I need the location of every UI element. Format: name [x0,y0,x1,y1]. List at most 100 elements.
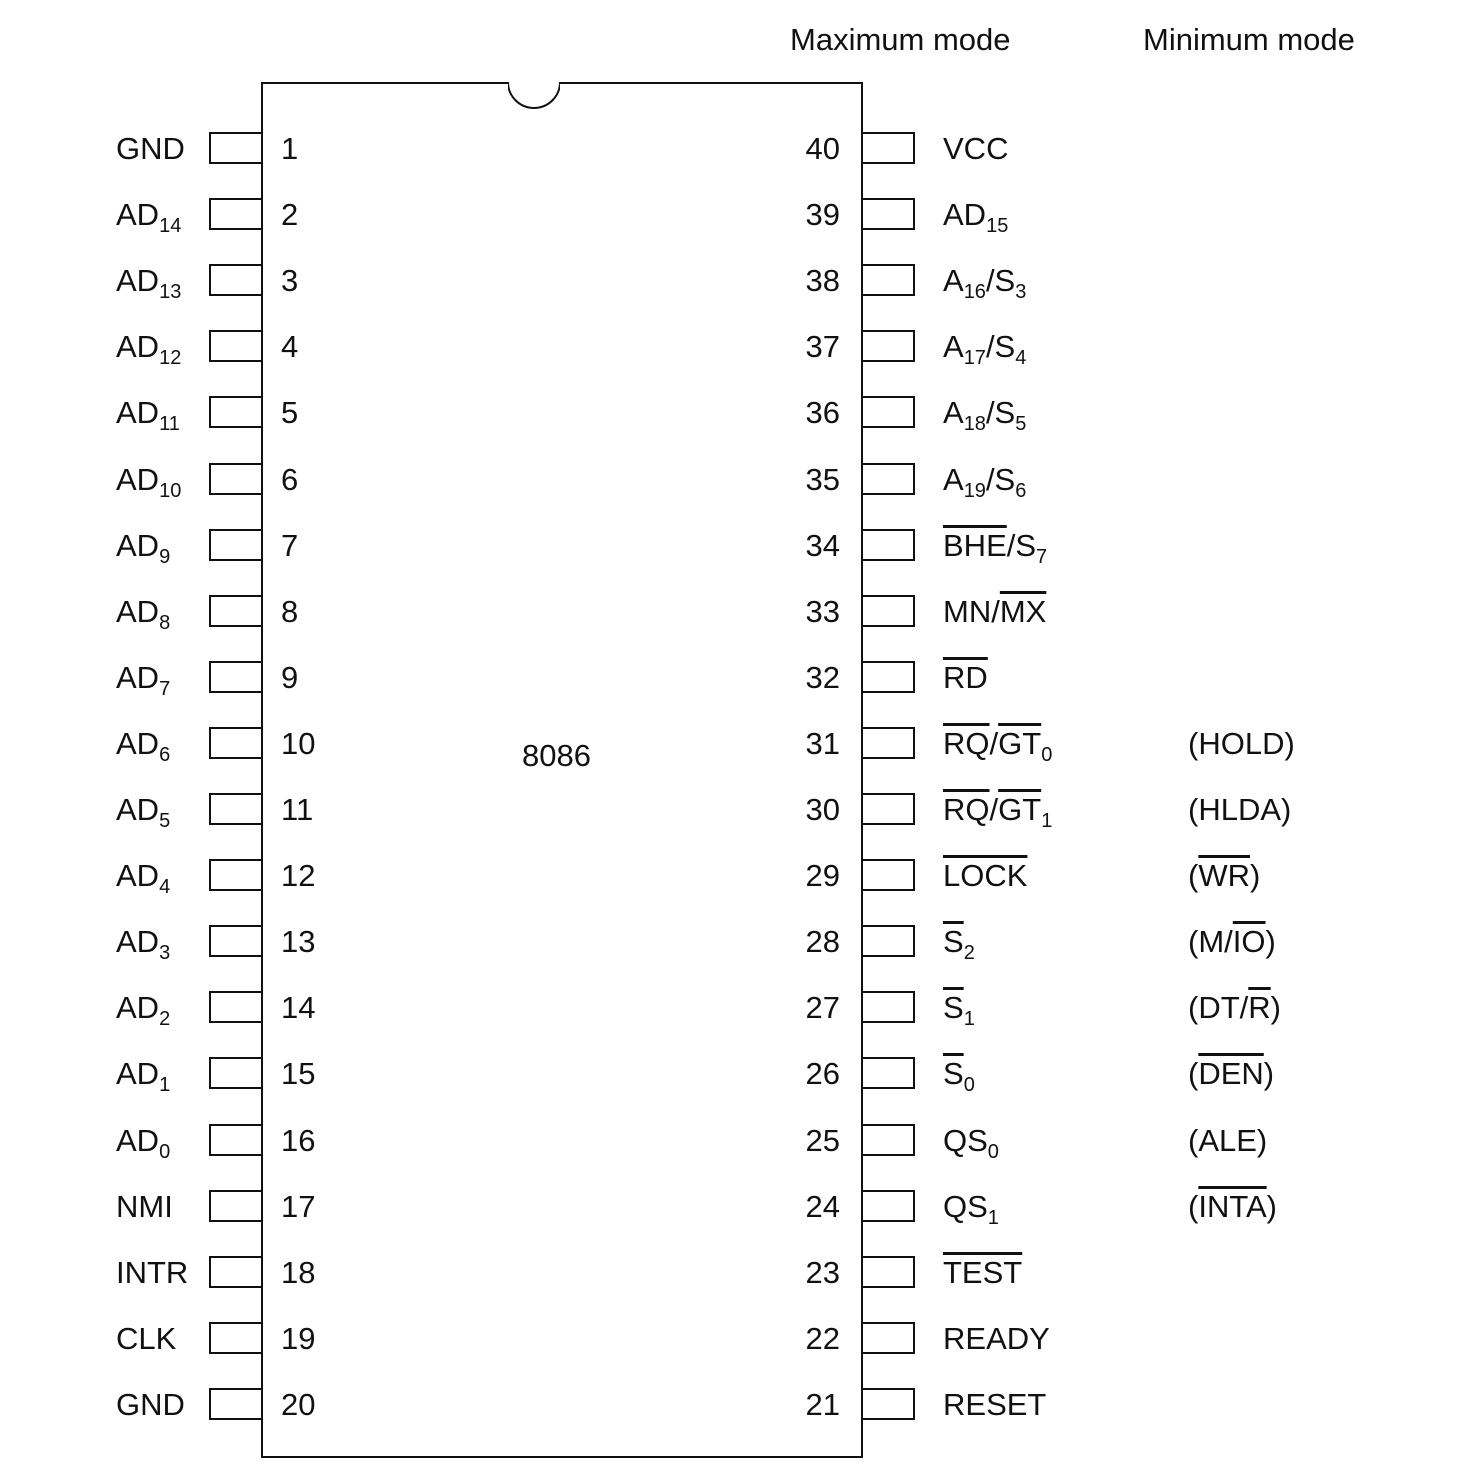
label-part: (ALE) [1188,1122,1268,1158]
pin-37-signal: A17/S4 [943,331,1026,368]
pin-22-lead [863,1321,915,1354]
label-part: RQ [943,792,990,827]
label-part: R [1248,990,1271,1026]
pin-27-lead [863,991,915,1024]
label-part: MN/ [943,593,1000,629]
label-part: GT [998,725,1042,761]
label-part: LOCK [943,858,1028,894]
label-part: 17 [963,347,986,370]
label-part: 0 [159,1140,171,1163]
label-part: AD [116,593,160,629]
pin-35-signal: A19/S6 [943,464,1026,501]
pin-35-lead [863,462,915,495]
pin-9-number: 9 [281,659,299,695]
pin-33-number: 33 [805,593,840,629]
label-part: (DT/ [1188,990,1249,1026]
pin-22-number: 22 [805,1320,840,1356]
label-part: AD [116,858,160,894]
pin-9-lead [209,660,261,693]
pin-13-lead [209,925,261,958]
pin-7-signal: AD9 [116,530,170,567]
pin-15-number: 15 [281,1056,316,1092]
pin-17-number: 17 [281,1188,316,1224]
label-part: ( [1188,1188,1199,1224]
pin-14-signal: AD2 [116,992,170,1029]
pin-24-number: 24 [805,1188,840,1224]
pin-31-signal: RQ/GT0 [943,725,1052,765]
label-part: 11 [159,413,180,436]
label-part: MX [999,593,1047,629]
pin-26-number: 26 [805,1056,840,1092]
pin-18-number: 18 [281,1254,316,1290]
pin-13-signal: AD3 [116,926,170,963]
label-part: 1 [963,1008,975,1031]
pin-29-signal: LOCK [943,860,1027,891]
pin-9-signal: AD7 [116,662,170,699]
label-part: ) [1266,1188,1277,1224]
label-part: 0 [987,1140,999,1163]
label-part: 3 [1015,281,1027,304]
label-part: CLK [116,1320,177,1356]
pin-12-signal: AD4 [116,858,170,897]
label-part: 16 [963,281,986,304]
label-part: 2 [963,942,975,965]
pin-7-lead [209,528,261,561]
label-part: AD [116,461,160,497]
label-part: /S [985,395,1016,431]
label-part: 1 [987,1206,999,1229]
label-part: A [943,395,964,431]
label-part: DEN [1198,1056,1264,1092]
label-part: S [943,990,964,1026]
pin-21-number: 21 [805,1386,840,1422]
pin-39-signal: AD15 [943,197,1008,236]
label-part: ) [1265,924,1276,960]
label-part: 4 [1015,347,1027,370]
pin-21-signal: RESET [943,1389,1046,1420]
pin-8-signal: AD8 [116,593,170,633]
label-part: 6 [1015,479,1027,502]
pin-34-number: 34 [805,527,840,563]
pin-3-signal: AD13 [116,263,181,302]
pin-8-lead [209,594,261,627]
label-part: GND [116,131,185,166]
label-part: RESET [943,1386,1047,1422]
pin-36-signal: A18/S5 [943,395,1026,434]
label-part: 5 [159,810,171,832]
label-part: AD [116,263,160,299]
pin-28-minimum-mode-signal: (M/IO) [1188,926,1276,957]
pin-38-signal: A16/S3 [943,265,1026,302]
pin-8-number: 8 [281,593,299,629]
label-part: (HOLD) [1188,725,1295,761]
pin-27-signal: S1 [943,990,975,1029]
pin-37-number: 37 [805,329,840,365]
label-part: 3 [159,942,171,965]
label-part: AD [943,197,987,233]
maximum-mode-header: Maximum mode [790,22,1011,57]
label-part: 5 [1015,413,1027,436]
label-part: 14 [159,215,182,238]
pin-17-lead [209,1189,261,1222]
pin-33-signal: MN/MX [943,596,1046,627]
pin-14-lead [209,991,261,1024]
pin-6-signal: AD10 [116,461,181,501]
pin-23-signal: TEST [943,1257,1022,1288]
pin-11-number: 11 [281,792,314,827]
label-part: 10 [159,479,182,502]
pin-36-lead [863,396,915,429]
pin-30-minimum-mode-signal: (HLDA) [1188,794,1291,825]
label-part: 8 [159,611,171,634]
pin-5-lead [209,396,261,429]
pin-19-lead [209,1321,261,1354]
pin-4-signal: AD12 [116,331,181,368]
pin-23-number: 23 [805,1254,840,1290]
pin-35-number: 35 [805,461,840,497]
label-part: AD [116,395,160,431]
pin-28-lead [863,925,915,958]
label-part: AD [116,197,160,233]
label-part: 4 [159,876,171,899]
label-part: 2 [159,1008,171,1031]
pin-5-signal: AD11 [116,395,180,434]
pin-14-number: 14 [281,990,316,1026]
label-part: READY [943,1320,1050,1356]
label-part: AD [116,725,160,761]
